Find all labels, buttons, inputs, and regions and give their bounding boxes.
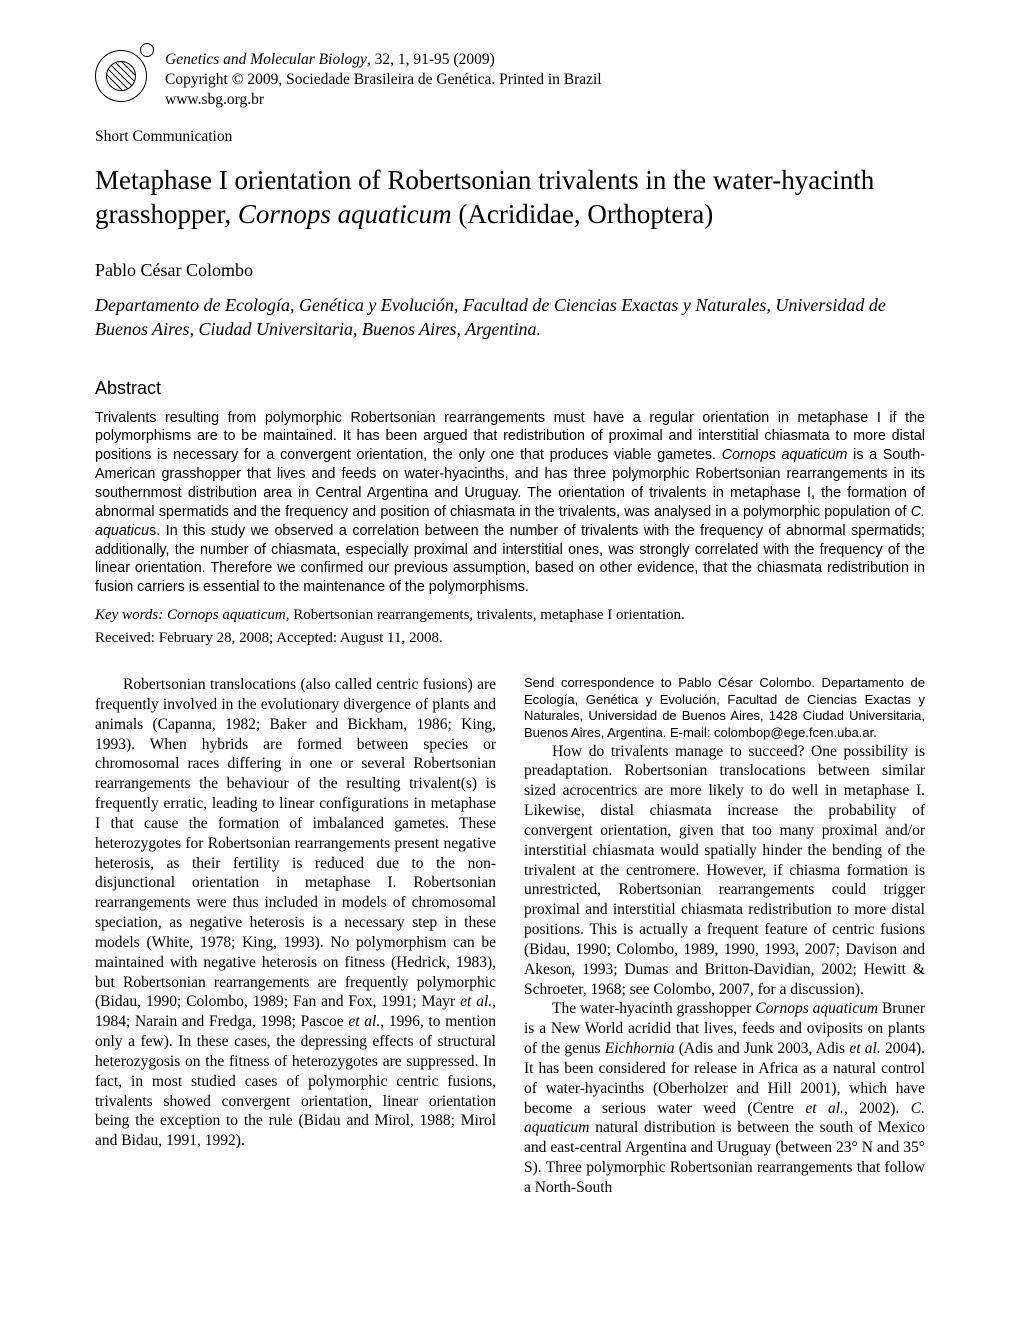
journal-logo (95, 50, 147, 102)
abs-p1e: s. In this study we observed a correlati… (95, 523, 925, 596)
author: Pablo César Colombo (95, 260, 925, 281)
journal-meta: Genetics and Molecular Biology, 32, 1, 9… (165, 50, 602, 110)
b-p3a: The water-hyacinth grasshopper (552, 1000, 755, 1017)
b-p3f: et al. (849, 1040, 880, 1057)
journal-url: www.sbg.org.br (165, 90, 602, 110)
dates: Received: February 28, 2008; Accepted: A… (95, 630, 925, 647)
body-p3: The water-hyacinth grasshopper Cornops a… (524, 999, 925, 1197)
logo-mark-icon (140, 43, 154, 57)
journal-name: Genetics and Molecular Biology (165, 51, 367, 68)
title-post: (Acrididae, Orthoptera) (452, 199, 714, 229)
page: Genetics and Molecular Biology, 32, 1, 9… (0, 0, 1020, 1238)
abs-p1b: Cornops aquaticum (722, 447, 848, 463)
b-p1a: Robertsonian translocations (also called… (95, 676, 496, 1010)
b-p3i: , 2002). (844, 1100, 911, 1117)
body-p1: Robertsonian translocations (also called… (95, 675, 496, 1151)
b-p3d: Eichhornia (605, 1040, 675, 1057)
affiliation: Departamento de Ecología, Genética y Evo… (95, 293, 925, 342)
journal-issue: , 32, 1, 91-95 (2009) (367, 51, 495, 68)
keywords-label: Key words: (95, 607, 167, 623)
b-p3h: et al. (805, 1100, 844, 1117)
section-label: Short Communication (95, 128, 925, 146)
journal-citation: Genetics and Molecular Biology, 32, 1, 9… (165, 50, 602, 70)
abstract-body: Trivalents resulting from polymorphic Ro… (95, 409, 925, 598)
b-p3b: Cornops aquaticum (755, 1000, 878, 1017)
abstract-heading: Abstract (95, 378, 925, 399)
b-p3e: (Adis and Junk 2003, Adis (674, 1040, 849, 1057)
keywords-rest: , Robertsonian rearrangements, trivalent… (286, 607, 685, 623)
correspondence: Send correspondence to Pablo César Colom… (524, 675, 925, 742)
body-text: Robertsonian translocations (also called… (95, 675, 925, 1198)
journal-header: Genetics and Molecular Biology, 32, 1, 9… (95, 50, 925, 110)
keywords-species: Cornops aquaticum (167, 607, 286, 623)
body-p2: How do trivalents manage to succeed? One… (524, 742, 925, 1000)
keywords: Key words: Cornops aquaticum, Robertsoni… (95, 607, 925, 624)
article-title: Metaphase I orientation of Robertsonian … (95, 164, 925, 232)
title-species: Cornops aquaticum (238, 199, 452, 229)
b-p1d: et al. (348, 1013, 380, 1030)
b-p1b: et al. (460, 993, 492, 1010)
journal-copyright: Copyright © 2009, Sociedade Brasileira d… (165, 70, 602, 90)
